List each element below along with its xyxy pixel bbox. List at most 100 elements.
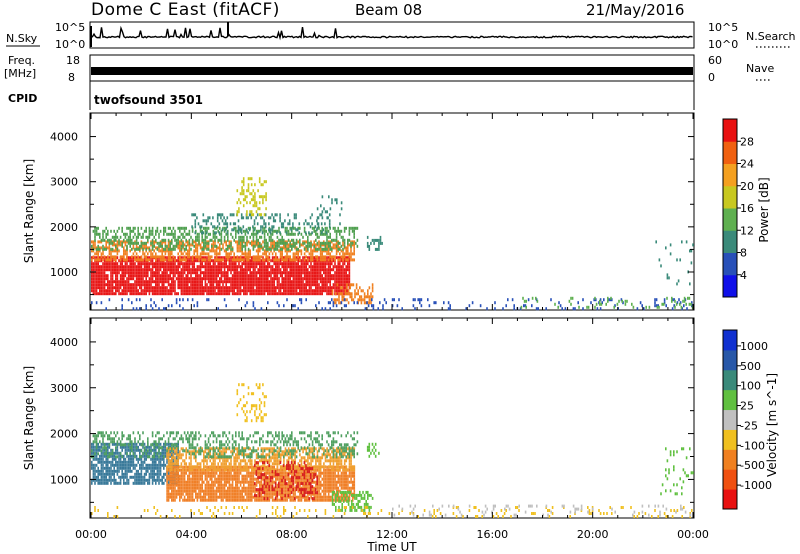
echo-cell bbox=[249, 259, 251, 263]
echo-cell bbox=[195, 277, 197, 281]
echo-cell bbox=[250, 213, 253, 217]
echo-cell bbox=[118, 268, 120, 272]
echo-cell bbox=[172, 477, 175, 481]
echo-cell bbox=[257, 268, 259, 272]
echo-cell bbox=[228, 277, 231, 281]
echo-cell bbox=[316, 222, 319, 226]
echo-cell bbox=[685, 240, 688, 244]
echo-cell bbox=[248, 213, 251, 217]
echo-cell bbox=[137, 277, 139, 281]
echo-cell bbox=[252, 280, 255, 284]
echo-cell bbox=[342, 289, 344, 293]
echo-cell bbox=[124, 258, 127, 262]
echo-cell bbox=[343, 292, 346, 296]
echo-cell bbox=[166, 495, 168, 499]
echo-cell bbox=[310, 286, 312, 290]
echo-cell bbox=[326, 252, 328, 256]
echo-cell bbox=[671, 296, 673, 300]
echo-cell bbox=[107, 451, 109, 455]
echo-cell bbox=[265, 247, 267, 251]
echo-cell bbox=[329, 255, 331, 259]
echo-cell bbox=[123, 286, 125, 290]
echo-cell bbox=[220, 232, 223, 236]
echo-cell bbox=[145, 478, 147, 482]
echo-cell bbox=[362, 289, 364, 293]
echo-cell bbox=[577, 301, 579, 305]
echo-cell bbox=[113, 240, 115, 244]
echo-cell bbox=[317, 222, 320, 226]
echo-cell bbox=[305, 244, 307, 248]
echo-cell bbox=[279, 262, 282, 266]
echo-cell bbox=[265, 265, 267, 269]
echo-cell bbox=[174, 492, 176, 496]
echo-cell bbox=[255, 235, 258, 239]
echo-cell bbox=[268, 258, 271, 262]
echo-cell bbox=[183, 474, 186, 478]
echo-cell bbox=[318, 247, 320, 251]
echo-cell bbox=[318, 292, 320, 296]
echo-cell bbox=[252, 277, 255, 281]
echo-cell bbox=[239, 228, 241, 232]
echo-cell bbox=[161, 283, 163, 287]
echo-cell bbox=[297, 268, 299, 272]
echo-cell bbox=[155, 280, 157, 284]
echo-cell bbox=[148, 249, 151, 253]
echo-cell bbox=[343, 238, 346, 242]
echo-cell bbox=[323, 286, 325, 290]
echo-cell bbox=[167, 280, 170, 284]
echo-cell bbox=[223, 235, 226, 239]
echo-cell bbox=[245, 228, 248, 232]
echo-cell bbox=[201, 265, 203, 269]
echo-cell bbox=[179, 255, 181, 259]
echo-cell bbox=[174, 495, 176, 499]
echo-cell bbox=[164, 463, 167, 467]
echo-cell bbox=[211, 238, 213, 242]
echo-cell bbox=[92, 271, 95, 275]
echo-cell bbox=[326, 210, 328, 214]
echo-cell bbox=[355, 283, 358, 287]
echo-cell bbox=[334, 277, 336, 281]
echo-cell bbox=[685, 302, 687, 306]
echo-cell bbox=[198, 280, 200, 284]
echo-cell bbox=[182, 498, 184, 502]
echo-cell bbox=[135, 454, 138, 458]
echo-cell bbox=[223, 471, 226, 475]
echo-cell bbox=[324, 247, 327, 251]
echo-cell bbox=[151, 463, 154, 467]
echo-cell bbox=[313, 256, 315, 260]
echo-cell bbox=[115, 249, 117, 253]
echo-cell bbox=[207, 274, 210, 278]
echo-cell bbox=[230, 474, 232, 478]
echo-cell bbox=[335, 274, 338, 278]
echo-cell bbox=[241, 268, 243, 272]
echo-cell bbox=[328, 213, 331, 217]
echo-cell bbox=[102, 238, 104, 242]
echo-cell bbox=[206, 283, 208, 287]
echo-cell bbox=[203, 244, 205, 248]
echo-cell bbox=[211, 480, 213, 484]
echo-cell bbox=[303, 258, 306, 262]
echo-cell bbox=[123, 292, 125, 296]
echo-cell bbox=[308, 241, 311, 245]
echo-cell bbox=[332, 259, 335, 263]
echo-cell bbox=[183, 486, 186, 490]
echo-cell bbox=[231, 280, 234, 284]
echo-cell bbox=[194, 231, 197, 235]
echo-cell bbox=[286, 283, 288, 287]
echo-cell bbox=[287, 262, 290, 266]
echo-cell bbox=[313, 229, 315, 233]
echo-cell bbox=[95, 268, 98, 272]
echo-cell bbox=[132, 229, 135, 233]
echo-cell bbox=[203, 241, 205, 245]
echo-cell bbox=[263, 195, 266, 199]
echo-cell bbox=[155, 286, 157, 290]
echo-cell bbox=[293, 213, 296, 217]
echo-cell bbox=[350, 258, 352, 262]
echo-cell bbox=[244, 286, 247, 290]
echo-cell bbox=[182, 277, 184, 281]
echo-cell bbox=[289, 262, 291, 266]
echo-cell bbox=[669, 243, 672, 247]
echo-cell bbox=[283, 268, 285, 272]
echo-cell bbox=[331, 247, 333, 251]
echo-cell bbox=[347, 258, 349, 262]
